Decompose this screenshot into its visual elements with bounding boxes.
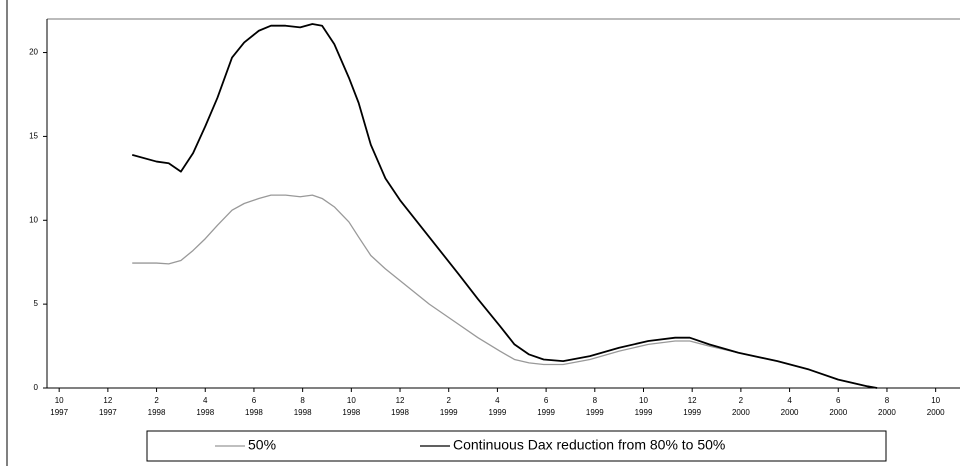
x-tick-year: 1998 — [148, 408, 166, 417]
x-tick-label: 12 — [688, 396, 697, 405]
x-tick-label: 2 — [446, 396, 451, 405]
x-tick-year: 1999 — [586, 408, 604, 417]
x-tick-label: 6 — [544, 396, 549, 405]
y-tick-label: 10 — [29, 215, 38, 224]
x-tick-year: 1999 — [683, 408, 701, 417]
x-tick-label: 8 — [593, 396, 598, 405]
x-tick-label: 2 — [739, 396, 744, 405]
x-tick-year: 1997 — [50, 408, 68, 417]
x-tick-year: 1999 — [537, 408, 555, 417]
legend-label: Continuous Dax reduction from 80% to 50% — [453, 437, 725, 453]
x-tick-year: 1999 — [489, 408, 507, 417]
y-tick-label: 15 — [29, 132, 38, 141]
x-tick-year: 1998 — [196, 408, 214, 417]
x-tick-label: 4 — [203, 396, 208, 405]
x-tick-year: 2000 — [927, 408, 945, 417]
x-tick-year: 1998 — [342, 408, 360, 417]
x-tick-label: 10 — [639, 396, 648, 405]
x-tick-year: 1998 — [294, 408, 312, 417]
x-tick-year: 2000 — [829, 408, 847, 417]
x-tick-label: 4 — [495, 396, 500, 405]
x-tick-label: 12 — [103, 396, 112, 405]
x-tick-label: 8 — [300, 396, 305, 405]
x-tick-year: 1997 — [99, 408, 117, 417]
x-tick-year: 1998 — [391, 408, 409, 417]
x-tick-label: 10 — [931, 396, 940, 405]
x-tick-year: 2000 — [781, 408, 799, 417]
x-tick-year: 2000 — [878, 408, 896, 417]
x-tick-year: 1999 — [440, 408, 458, 417]
y-tick-label: 0 — [34, 383, 39, 392]
series-line — [131, 23, 878, 389]
x-tick-label: 10 — [347, 396, 356, 405]
x-tick-label: 10 — [55, 396, 64, 405]
x-tick-label: 12 — [396, 396, 405, 405]
x-tick-label: 4 — [787, 396, 792, 405]
legend-box — [146, 430, 887, 462]
x-tick-year: 1999 — [635, 408, 653, 417]
y-tick-label: 20 — [29, 48, 38, 57]
x-tick-label: 6 — [252, 396, 257, 405]
y-tick-label: 5 — [34, 299, 39, 308]
x-tick-year: 1998 — [245, 408, 263, 417]
x-tick-label: 8 — [885, 396, 890, 405]
x-tick-year: 2000 — [732, 408, 750, 417]
series-line — [132, 194, 878, 389]
x-tick-label: 6 — [836, 396, 841, 405]
legend-label: 50% — [248, 437, 276, 453]
x-tick-label: 2 — [154, 396, 159, 405]
